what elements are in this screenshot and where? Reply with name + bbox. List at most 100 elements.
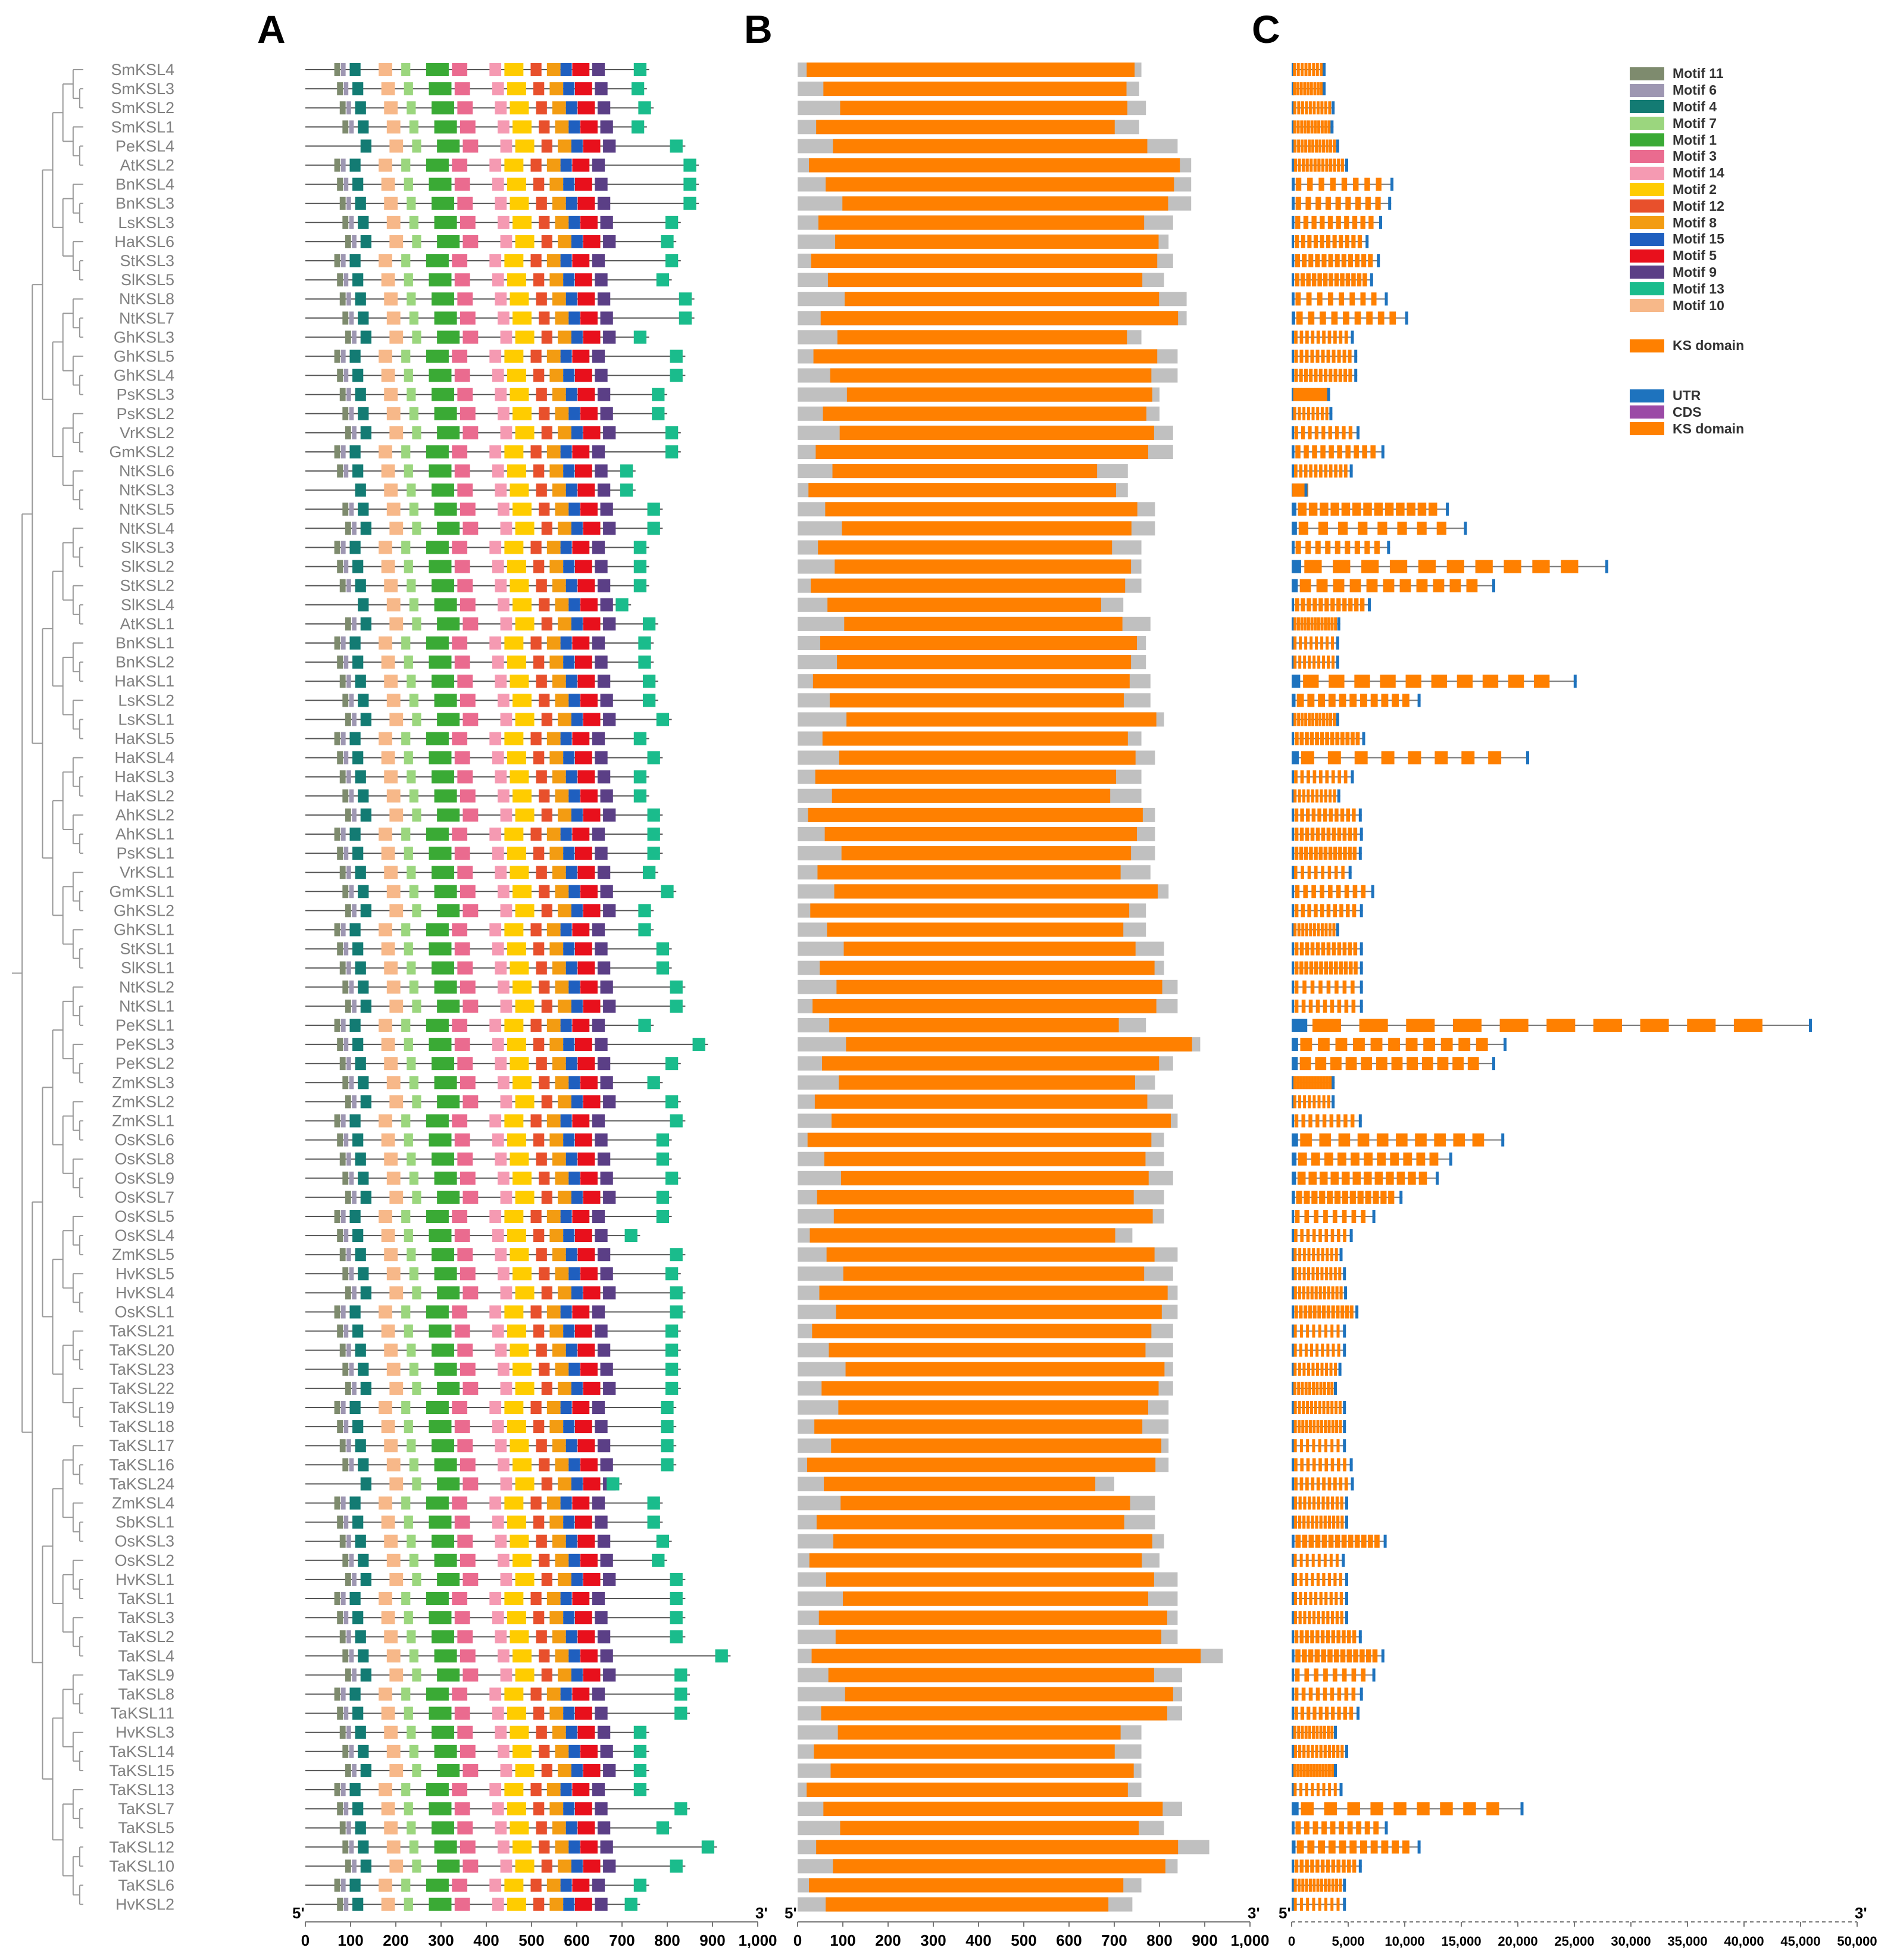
exon-block <box>1302 254 1307 267</box>
exon-block <box>1307 1744 1310 1758</box>
exon-block <box>1316 1783 1320 1796</box>
motif-box <box>489 636 502 650</box>
motif-box <box>546 541 561 554</box>
motif-box <box>600 1744 613 1758</box>
utr-block <box>1383 1534 1387 1548</box>
motif-box <box>460 1076 476 1090</box>
exon-block <box>1308 1649 1314 1663</box>
motif-box <box>541 1190 552 1204</box>
exon-block <box>1324 1706 1329 1720</box>
legend-swatch <box>1630 100 1664 114</box>
motif-box <box>386 789 401 803</box>
motif-box <box>337 847 343 860</box>
motif-box <box>457 1630 473 1644</box>
motif-box <box>560 349 572 363</box>
motif-box <box>665 254 679 267</box>
motif-box <box>342 789 349 803</box>
motif-box <box>533 82 545 96</box>
exon-block <box>1304 1343 1308 1357</box>
exon-block <box>1317 1038 1330 1051</box>
utr-block <box>1339 1248 1343 1262</box>
exon-block <box>1344 1477 1348 1491</box>
motif-box <box>401 1019 411 1032</box>
motif-box <box>343 847 349 860</box>
motif-box <box>572 1687 590 1701</box>
motif-box <box>401 349 411 363</box>
motif-box <box>401 158 411 172</box>
motif-box <box>352 1038 364 1051</box>
motif-box <box>352 426 357 439</box>
exon-block <box>1342 1630 1346 1644</box>
exon-block <box>1349 1305 1354 1319</box>
motif-box <box>345 1286 351 1300</box>
exon-block <box>1299 1553 1303 1567</box>
motif-box <box>500 1859 512 1873</box>
exon-block <box>1335 866 1338 879</box>
exon-block <box>1303 82 1307 96</box>
exon-block <box>1311 808 1316 822</box>
exon-block <box>1330 1821 1336 1835</box>
motif-box <box>533 464 545 478</box>
exon-block <box>1396 503 1405 516</box>
gene-label: TaKSL19 <box>109 1399 174 1416</box>
exon-block <box>1348 598 1353 611</box>
exon-block <box>1315 541 1321 554</box>
motif-box <box>337 656 343 669</box>
axis-tick-label: 25,000 <box>1554 1934 1594 1949</box>
motif-box <box>432 1534 455 1548</box>
exon-block <box>1332 923 1336 937</box>
exon-block <box>1317 923 1320 937</box>
motif-box <box>379 63 392 76</box>
exon-block <box>1297 139 1301 153</box>
gene-label: OsKSL4 <box>114 1226 174 1244</box>
motif-box <box>381 1324 395 1338</box>
exon-block <box>1304 388 1307 401</box>
exon-block <box>1320 636 1324 650</box>
exon-block <box>1294 828 1299 841</box>
exon-block <box>1326 636 1329 650</box>
motif-box <box>595 1611 608 1625</box>
exon-block <box>1393 1802 1407 1816</box>
motif-box <box>409 1458 418 1472</box>
exon-block <box>1360 1840 1367 1854</box>
motif-box <box>349 1362 354 1376</box>
utr-block <box>1292 828 1294 841</box>
axis-tick-label: 500 <box>1011 1931 1036 1949</box>
motif-box <box>345 522 351 535</box>
motif-box <box>342 503 349 516</box>
exon-block <box>1335 1286 1339 1300</box>
motif-box <box>507 1133 526 1147</box>
gene-label: VrKSL2 <box>120 424 174 442</box>
utr-block <box>1329 407 1333 420</box>
exon-block <box>1418 560 1436 573</box>
exon-block <box>1320 732 1324 745</box>
exon-block <box>1335 426 1339 439</box>
motif-box <box>536 579 547 592</box>
ks-domain-bar <box>809 158 1180 173</box>
exon-block <box>1321 349 1325 363</box>
exon-block <box>1407 1057 1418 1070</box>
motif-box <box>389 235 404 248</box>
exon-block <box>1301 904 1305 917</box>
motif-box <box>454 1420 470 1434</box>
motif-box <box>345 1859 351 1873</box>
gene-label: TaKSL7 <box>118 1800 174 1818</box>
motif-box <box>389 904 404 917</box>
exon-block <box>1298 1248 1302 1262</box>
motif-box <box>352 808 357 822</box>
exon-block <box>1331 1878 1335 1892</box>
exon-block <box>1323 847 1328 860</box>
exon-block <box>1327 1744 1332 1758</box>
motif-box <box>426 1019 449 1032</box>
motif-box <box>560 1496 572 1510</box>
motif-box <box>384 1057 398 1070</box>
exon-block <box>1312 1878 1316 1892</box>
motif-box <box>462 617 479 631</box>
exon-block <box>1293 158 1298 172</box>
motif-box <box>404 273 413 287</box>
axis-tick-label: 30,000 <box>1611 1934 1651 1949</box>
motif-box <box>389 999 404 1013</box>
motif-box <box>346 579 351 592</box>
utr-block <box>1292 1611 1294 1625</box>
ks-domain-bar <box>817 865 1121 880</box>
